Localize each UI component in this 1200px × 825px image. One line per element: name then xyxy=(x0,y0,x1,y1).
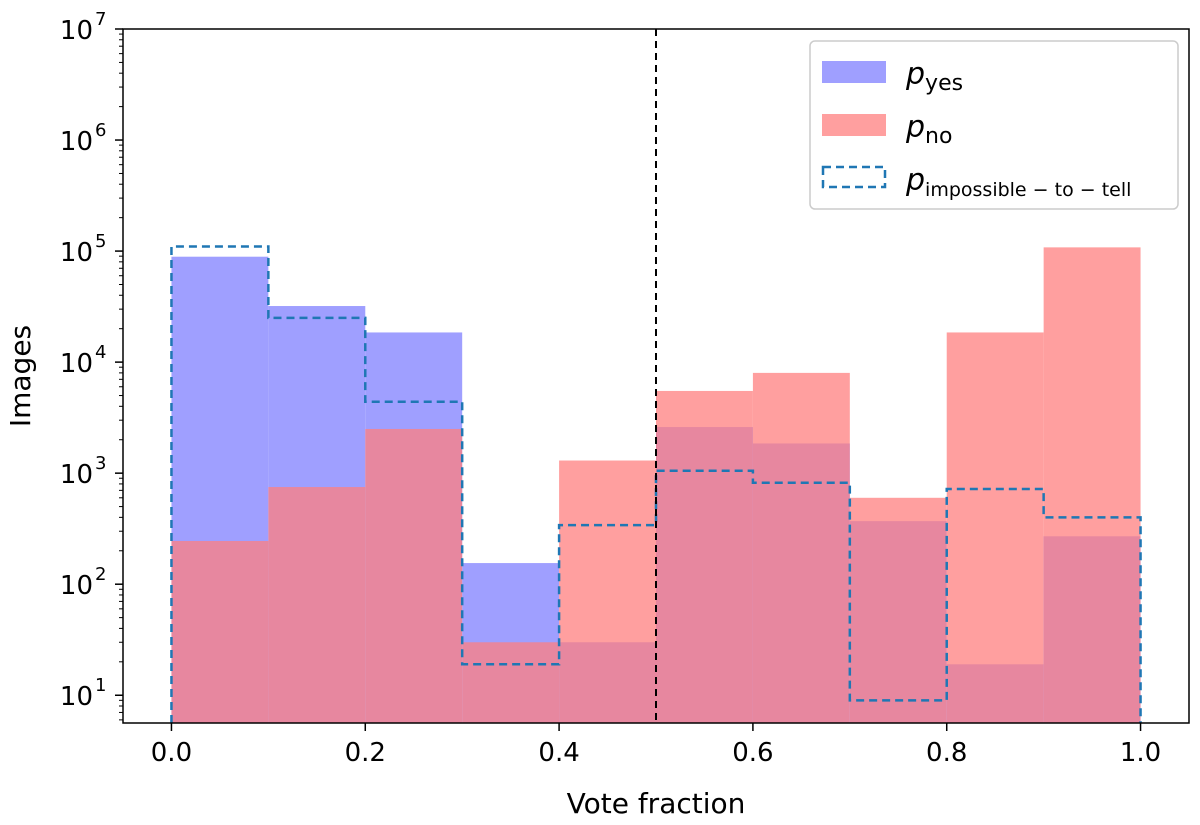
bar-p-no-1 xyxy=(268,487,366,723)
bar-p-no-7 xyxy=(849,497,947,723)
x-tick-label-4: 0.8 xyxy=(926,738,967,768)
y-tick-exponent-6: 7 xyxy=(95,9,106,30)
legend-subscript: impossible − to − tell xyxy=(925,179,1131,201)
x-tick-label-0: 0.0 xyxy=(151,738,192,768)
y-tick-label-2: 10 xyxy=(60,460,93,490)
legend-symbol: p xyxy=(905,163,925,198)
x-tick-label-2: 0.4 xyxy=(538,738,579,768)
bar-p-no-5 xyxy=(656,390,753,723)
bar-p-no-4 xyxy=(559,460,656,723)
y-tick-label-0: 10 xyxy=(60,682,93,712)
legend-subscript: no xyxy=(925,124,952,149)
x-tick-label-1: 0.2 xyxy=(345,738,386,768)
legend-swatch-no xyxy=(822,114,886,136)
bar-p-no-8 xyxy=(946,332,1044,723)
bar-p-no-0 xyxy=(171,540,269,723)
legend-symbol: p xyxy=(905,110,925,145)
x-axis: 0.0 0.2 0.4 0.6 0.8 1.0 xyxy=(151,723,1161,768)
y-tick-exponent-4: 5 xyxy=(95,231,106,252)
legend-label-impossible: pimpossible − to − tell xyxy=(905,163,1131,201)
x-axis-label: Vote fraction xyxy=(567,787,746,820)
bar-p-no-2 xyxy=(365,428,463,723)
y-tick-exponent-2: 3 xyxy=(95,453,106,474)
x-tick-label-5: 1.0 xyxy=(1120,738,1161,768)
legend-subscript: yes xyxy=(925,71,963,96)
y-tick-label-4: 10 xyxy=(60,238,93,268)
bar-p-no-3 xyxy=(462,642,560,723)
legend-box xyxy=(809,40,1179,210)
plot-frame xyxy=(122,28,1190,724)
y-tick-label-1: 10 xyxy=(60,571,93,601)
bar-p-no-9 xyxy=(1043,247,1141,723)
series-impossible-step-line xyxy=(170,245,1142,723)
y-tick-label-5: 10 xyxy=(60,127,93,157)
y-tick-exponent-5: 6 xyxy=(95,120,106,141)
series-no-bars xyxy=(171,247,1141,723)
y-tick-exponent-3: 4 xyxy=(95,342,106,363)
legend-swatch-impossible xyxy=(821,165,887,189)
legend-label-yes: pyes xyxy=(905,57,963,96)
y-tick-exponent-1: 2 xyxy=(95,564,106,585)
y-axis-label: Images xyxy=(4,325,37,427)
legend-symbol: p xyxy=(905,57,925,92)
y-tick-exponent-0: 1 xyxy=(95,675,106,696)
legend-swatch-yes xyxy=(822,61,886,83)
bar-p-no-6 xyxy=(752,372,850,723)
legend-label-no: pno xyxy=(905,110,952,149)
y-tick-label-3: 10 xyxy=(60,349,93,379)
y-tick-label-6: 10 xyxy=(60,16,93,46)
x-tick-label-3: 0.6 xyxy=(732,738,773,768)
legend: pyes pno pimpossible − to − tell xyxy=(809,40,1179,210)
